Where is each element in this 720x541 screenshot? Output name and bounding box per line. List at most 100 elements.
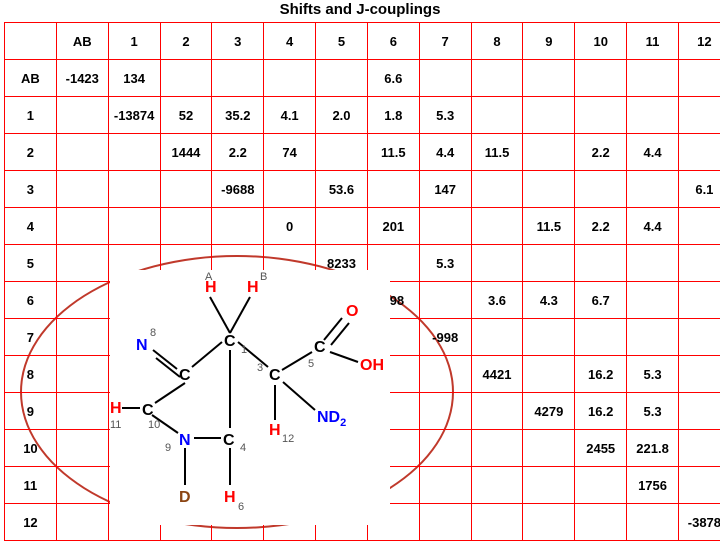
cell: -1423 xyxy=(56,60,108,97)
cell xyxy=(627,171,679,208)
cell: 6.1 xyxy=(678,171,720,208)
cell xyxy=(523,356,575,393)
num-1: 1 xyxy=(241,344,247,356)
num-10: 10 xyxy=(148,419,160,431)
atom-C1: C xyxy=(224,333,236,350)
cell xyxy=(316,208,368,245)
cell xyxy=(56,171,108,208)
cell: 5.3 xyxy=(419,97,471,134)
cell: -3878 xyxy=(678,504,720,541)
cell: 6.7 xyxy=(575,282,627,319)
cell xyxy=(419,467,471,504)
cell xyxy=(56,430,108,467)
label-A: A xyxy=(205,271,213,283)
cell xyxy=(471,393,523,430)
atom-N9: N xyxy=(179,432,191,449)
cell xyxy=(419,430,471,467)
cell xyxy=(56,97,108,134)
cell: 2.2 xyxy=(212,134,264,171)
cell xyxy=(678,356,720,393)
cell: -9688 xyxy=(212,171,264,208)
cell: 1.8 xyxy=(367,97,419,134)
col-header: AB xyxy=(56,23,108,60)
cell: 4.4 xyxy=(419,134,471,171)
cell xyxy=(56,282,108,319)
atom-H6: H xyxy=(224,489,236,506)
cell: 5.3 xyxy=(419,245,471,282)
cell xyxy=(56,504,108,541)
cell xyxy=(108,208,160,245)
cell xyxy=(471,430,523,467)
atom-OH: OH xyxy=(360,357,384,374)
cell xyxy=(419,393,471,430)
cell xyxy=(678,467,720,504)
num-8: 8 xyxy=(150,327,156,339)
cell: 52 xyxy=(160,97,212,134)
cell: -13874 xyxy=(108,97,160,134)
cell: 4.1 xyxy=(264,97,316,134)
cell: 4279 xyxy=(523,393,575,430)
cell xyxy=(575,467,627,504)
cell xyxy=(108,134,160,171)
cell xyxy=(678,282,720,319)
cell xyxy=(56,319,108,356)
atom-N8: N xyxy=(136,337,148,354)
atom-C4: C xyxy=(223,432,235,449)
atom-O: O xyxy=(346,303,358,320)
cell xyxy=(419,208,471,245)
col-header: 8 xyxy=(471,23,523,60)
cell xyxy=(419,356,471,393)
col-header: 5 xyxy=(316,23,368,60)
cell xyxy=(471,245,523,282)
cell: 74 xyxy=(264,134,316,171)
cell xyxy=(627,97,679,134)
cell: 134 xyxy=(108,60,160,97)
cell xyxy=(471,208,523,245)
cell: 221.8 xyxy=(627,430,679,467)
cell: 53.6 xyxy=(316,171,368,208)
cell: 5.3 xyxy=(627,356,679,393)
row-header: 7 xyxy=(5,319,57,356)
cell: 4421 xyxy=(471,356,523,393)
cell xyxy=(678,245,720,282)
cell xyxy=(523,245,575,282)
cell xyxy=(523,60,575,97)
cell xyxy=(471,171,523,208)
atom-H11: H xyxy=(110,400,122,417)
row-header: 11 xyxy=(5,467,57,504)
slide-title: Shifts and J-couplings xyxy=(0,1,720,18)
cell xyxy=(471,97,523,134)
atom-C10: C xyxy=(142,402,154,419)
col-header: 1 xyxy=(108,23,160,60)
cell: -998 xyxy=(419,319,471,356)
num-3: 3 xyxy=(257,362,263,374)
molecule-diagram: H A H B C 1 C N 8 C 10 H 11 N 9 D C 4 H … xyxy=(110,270,390,525)
cell xyxy=(523,467,575,504)
row-header: 5 xyxy=(5,245,57,282)
row-header: 9 xyxy=(5,393,57,430)
cell xyxy=(56,208,108,245)
cell xyxy=(575,504,627,541)
cell xyxy=(575,245,627,282)
cell: 5.3 xyxy=(627,393,679,430)
cell: 3.6 xyxy=(471,282,523,319)
cell xyxy=(56,356,108,393)
cell xyxy=(523,134,575,171)
cell: 0 xyxy=(264,208,316,245)
cell xyxy=(471,467,523,504)
cell xyxy=(678,60,720,97)
cell: 4.3 xyxy=(523,282,575,319)
cell xyxy=(264,171,316,208)
row-header: 4 xyxy=(5,208,57,245)
cell xyxy=(627,245,679,282)
col-header: 11 xyxy=(627,23,679,60)
cell xyxy=(212,60,264,97)
row-header: 12 xyxy=(5,504,57,541)
num-6: 6 xyxy=(238,501,244,513)
cell: 147 xyxy=(419,171,471,208)
col-header: 2 xyxy=(160,23,212,60)
cell xyxy=(678,430,720,467)
cell xyxy=(678,319,720,356)
cell: 11.5 xyxy=(367,134,419,171)
num-12: 12 xyxy=(282,433,294,445)
